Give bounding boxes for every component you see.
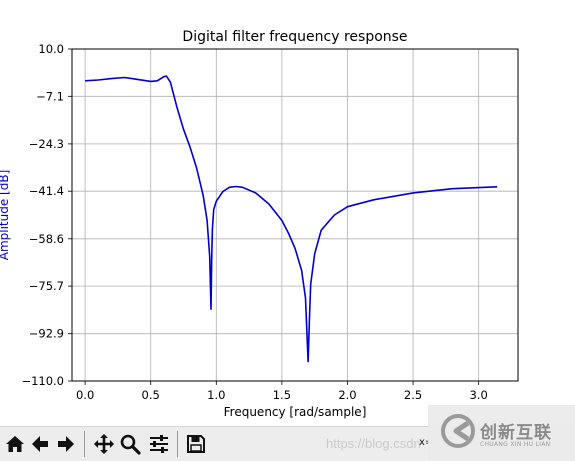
x-tick-label: 0.0	[76, 388, 94, 402]
brand-logo-icon	[441, 414, 475, 448]
plot-lines	[85, 75, 498, 363]
y-tick-label: −92.9	[29, 327, 64, 341]
x-tick-label: 0.5	[142, 388, 160, 402]
configure-subplots-button[interactable]	[147, 432, 171, 456]
y-tick-label: −24.3	[29, 137, 64, 151]
toolbar-separator	[84, 431, 85, 457]
y-tick-label: −58.6	[29, 232, 64, 246]
pan-button[interactable]	[92, 432, 116, 456]
tick-marks: 0.0 0.5 1.0 1.5 2.0 2.5 3.0 10.0 −7.1 −24.3 −41.4 −…	[21, 42, 487, 402]
brand-watermark: 创新互联 CHUANG XIN HU LIAN	[428, 405, 575, 461]
save-button[interactable]	[184, 432, 208, 456]
x-tick-label: 2.0	[338, 388, 356, 402]
back-icon	[32, 436, 48, 452]
y-tick-label: −7.1	[36, 89, 64, 103]
y-tick-label: 10.0	[38, 42, 64, 56]
brand-name-cn: 创新互联	[480, 423, 552, 443]
watermark-url: https://blog.csdn	[326, 436, 421, 451]
response-line	[85, 75, 498, 363]
y-tick-label: −41.4	[29, 184, 64, 198]
x-tick-label: 2.5	[404, 388, 422, 402]
x-tick-label: 3.0	[469, 388, 487, 402]
home-button[interactable]	[3, 432, 27, 456]
home-icon	[6, 436, 24, 452]
save-icon	[187, 435, 205, 453]
forward-icon	[58, 436, 74, 452]
configure-subplots-icon	[150, 435, 168, 453]
figure-canvas: 0.0 0.5 1.0 1.5 2.0 2.5 3.0 10.0 −7.1 −24.3 −41.4 −…	[0, 29, 519, 419]
pan-icon	[94, 434, 114, 454]
plot-grid	[72, 48, 518, 382]
y-tick-label: −75.7	[29, 279, 64, 293]
toolbar-separator	[177, 431, 178, 457]
zoom-button[interactable]	[118, 432, 142, 456]
y-tick-label: −110.0	[21, 374, 64, 388]
zoom-icon	[120, 434, 141, 455]
back-button[interactable]	[28, 432, 52, 456]
forward-button[interactable]	[54, 432, 78, 456]
brand-name-en: CHUANG XIN HU LIAN	[480, 441, 551, 448]
axes-frame	[71, 48, 519, 382]
y-axis-label: Amplitude [dB]	[0, 170, 11, 261]
x-axis-label: Frequency [rad/sample]	[224, 405, 367, 419]
chart-title: Digital filter frequency response	[182, 29, 407, 45]
x-tick-label: 1.0	[207, 388, 225, 402]
coordinate-readout: x=	[419, 437, 434, 448]
x-tick-label: 1.5	[273, 388, 291, 402]
